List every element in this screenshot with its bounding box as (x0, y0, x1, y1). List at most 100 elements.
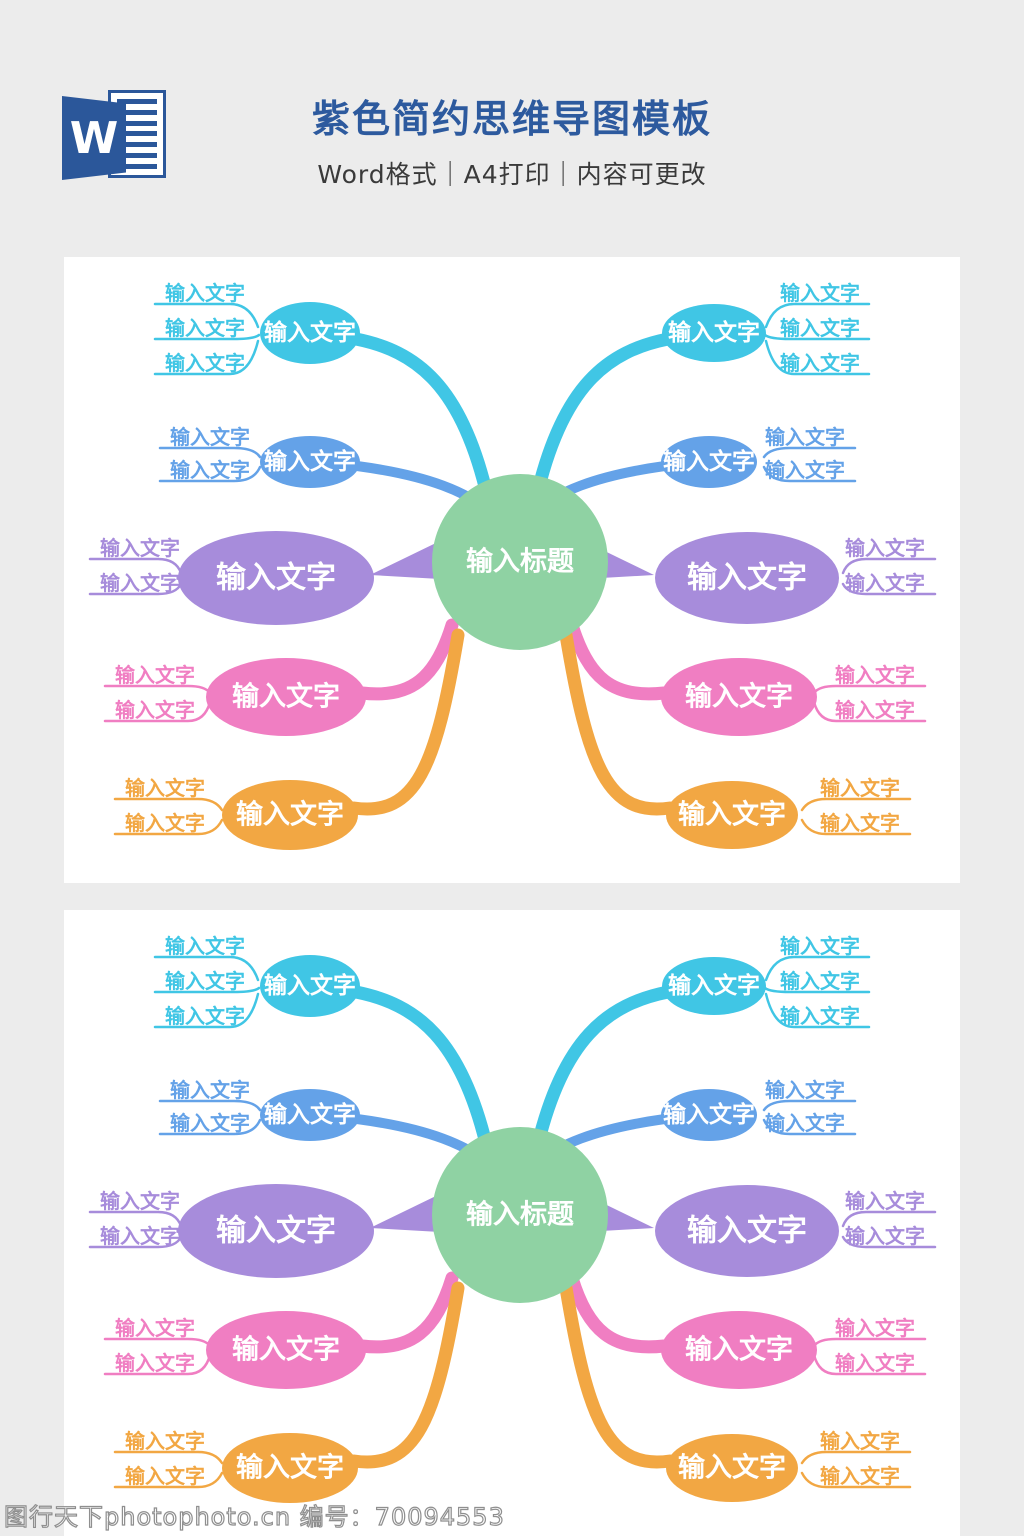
sub-label-bracket (762, 446, 857, 483)
sub-label: 输入文字 (170, 458, 250, 482)
sub-label-bracket (763, 955, 871, 1029)
sub-label: 输入文字 (845, 571, 925, 595)
branch-node-label: 输入文字 (668, 972, 760, 999)
sub-label-bracket (841, 1210, 937, 1249)
sub-label: 输入文字 (125, 776, 205, 800)
branch-node (260, 302, 360, 364)
sub-label: 输入文字 (165, 1004, 245, 1028)
sub-label: 输入文字 (170, 1111, 250, 1135)
connector-left-purple (370, 541, 440, 579)
connector-left-pink (355, 618, 459, 701)
sub-label-bracket (762, 1099, 857, 1136)
branch-node-label: 输入文字 (264, 448, 356, 475)
branch-node-label: 输入文字 (685, 1334, 793, 1366)
sub-label-bracket (113, 1450, 224, 1489)
sub-label-bracket (800, 797, 912, 836)
page-subtitle: Word格式｜A4打印｜内容可更改 (317, 160, 707, 189)
sub-label-bracket (88, 557, 183, 596)
branch-node (662, 957, 766, 1015)
sub-label: 输入文字 (125, 811, 205, 835)
mindmap-diagram: 输入标题 输入文字 输入文字 输入文字 输入文字 输入文字 输入文字 输入文字 … (88, 281, 937, 850)
branch-node-label: 输入文字 (264, 319, 356, 346)
mindmap-diagram: 输入标题 输入文字 输入文字 输入文字 输入文字 输入文字 输入文字 输入文字 … (88, 934, 937, 1503)
sub-label-bracket (158, 1099, 262, 1136)
sub-label-bracket (88, 1210, 183, 1249)
branch-node (655, 532, 839, 624)
branch-node (661, 1089, 757, 1141)
sub-label: 输入文字 (165, 969, 245, 993)
sub-label: 输入文字 (125, 1429, 205, 1453)
connector-left-teal (349, 985, 495, 1159)
sub-label: 输入文字 (165, 351, 245, 375)
sub-label: 输入文字 (765, 1078, 845, 1102)
connector-right-pink (565, 618, 671, 701)
branch-node-label: 输入文字 (232, 681, 340, 713)
sub-label: 输入文字 (765, 425, 845, 449)
center-node-label: 输入标题 (466, 546, 574, 578)
mindmap-page-2: 输入标题 输入文字 输入文字 输入文字 输入文字 输入文字 输入文字 输入文字 … (64, 910, 960, 1536)
sub-label-bracket (153, 302, 261, 376)
branch-connectors (347, 985, 677, 1469)
branch-node (178, 531, 374, 625)
page-title: 紫色简约思维导图模板 (311, 97, 712, 141)
branch-node-label: 输入文字 (663, 1101, 755, 1128)
branch-node (260, 955, 360, 1017)
branch-node (666, 781, 798, 849)
sub-label: 输入文字 (165, 934, 245, 958)
branch-node (662, 304, 766, 362)
connector-left-orange (347, 628, 465, 816)
connector-right-teal (529, 985, 675, 1159)
word-icon-letter: W (62, 96, 126, 180)
sub-label-bracket (812, 1337, 927, 1376)
connector-right-orange (559, 628, 677, 816)
branch-node (222, 780, 358, 850)
sub-label: 输入文字 (780, 969, 860, 993)
sub-label: 输入文字 (170, 1078, 250, 1102)
sub-label: 输入文字 (115, 698, 195, 722)
sub-label-bracket (763, 302, 871, 376)
branch-node-label: 输入文字 (687, 561, 807, 596)
connector-left-teal (349, 332, 495, 506)
connector-left-pink (355, 1271, 459, 1354)
branch-node (222, 1433, 358, 1503)
branch-node (260, 436, 360, 488)
sub-label-bracket (103, 1337, 212, 1376)
branch-node (206, 658, 366, 736)
sub-label: 输入文字 (170, 425, 250, 449)
branch-node-label: 输入文字 (685, 681, 793, 713)
branch-node-label: 输入文字 (264, 972, 356, 999)
sub-label-bracket (841, 557, 937, 596)
branch-node-label: 输入文字 (678, 1452, 786, 1484)
sub-label: 输入文字 (835, 1351, 915, 1375)
connector-left-purple (370, 1194, 440, 1232)
sub-label-bracket (158, 446, 262, 483)
header: 紫色简约思维导图模板 Word格式｜A4打印｜内容可更改 (0, 88, 1024, 191)
connector-left-orange (347, 1281, 465, 1469)
connector-right-orange (559, 1281, 677, 1469)
watermark-text: 图行天下photophoto.cn 编号：70094553 (3, 1502, 505, 1531)
sub-label: 输入文字 (115, 663, 195, 687)
branch-node-label: 输入文字 (236, 1452, 344, 1484)
sub-label: 输入文字 (835, 663, 915, 687)
sub-label: 输入文字 (165, 281, 245, 305)
branch-node-label: 输入文字 (264, 1101, 356, 1128)
sub-label: 输入文字 (835, 698, 915, 722)
branch-node-label: 输入文字 (668, 319, 760, 346)
sub-label: 输入文字 (820, 1429, 900, 1453)
sub-label-bracket (800, 1450, 912, 1489)
sub-label: 输入文字 (845, 536, 925, 560)
branch-node (661, 1311, 817, 1389)
word-file-icon: W (62, 90, 166, 186)
sub-label: 输入文字 (765, 458, 845, 482)
sub-label: 输入文字 (115, 1351, 195, 1375)
sub-label: 输入文字 (765, 1111, 845, 1135)
sub-label: 输入文字 (100, 571, 180, 595)
sub-label-bracket (103, 684, 212, 723)
branch-node (178, 1184, 374, 1278)
sub-label: 输入文字 (115, 1316, 195, 1340)
sub-label: 输入文字 (100, 536, 180, 560)
branch-node (260, 1089, 360, 1141)
sub-label-bracket (812, 684, 927, 723)
sub-label: 输入文字 (780, 316, 860, 340)
sub-label: 输入文字 (780, 281, 860, 305)
